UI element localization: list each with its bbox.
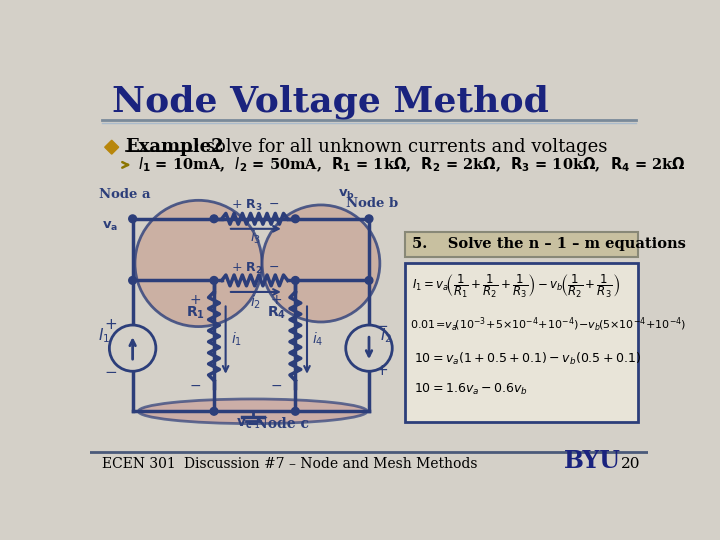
Circle shape (262, 205, 380, 322)
Text: $\mathbf{R_1}$: $\mathbf{R_1}$ (186, 305, 205, 321)
Ellipse shape (138, 399, 367, 423)
Text: $\mathit{i_4}$: $\mathit{i_4}$ (312, 331, 324, 348)
Text: $-$: $-$ (375, 318, 388, 332)
FancyBboxPatch shape (405, 232, 638, 256)
Circle shape (210, 215, 218, 222)
Text: Node c: Node c (255, 417, 309, 430)
Text: : solve for all unknown currents and voltages: : solve for all unknown currents and vol… (194, 138, 607, 156)
FancyBboxPatch shape (405, 262, 638, 422)
Text: Node a: Node a (99, 188, 150, 201)
Text: $+$: $+$ (375, 364, 388, 378)
Text: $+\ \mathbf{R_2}\ -$: $+\ \mathbf{R_2}\ -$ (231, 261, 279, 276)
Text: $+$: $+$ (104, 318, 117, 332)
Text: BYU: BYU (564, 449, 621, 472)
Text: $I_1 = v_a\!\left(\dfrac{1}{R_1}+\dfrac{1}{R_2}+\dfrac{1}{R_3}\right)-v_b\!\left: $I_1 = v_a\!\left(\dfrac{1}{R_1}+\dfrac{… (412, 272, 620, 300)
Text: $-$: $-$ (270, 377, 282, 392)
Text: $10 = 1.6v_a - 0.6v_b$: $10 = 1.6v_a - 0.6v_b$ (414, 382, 528, 397)
Text: $\mathit{i_1}$: $\mathit{i_1}$ (231, 331, 242, 348)
Text: $0.01\!=\!v_a\!\left(10^{-3}\!+\!5{\times}10^{-4}\!+\!10^{-4}\right)\!-\!v_b\!\l: $0.01\!=\!v_a\!\left(10^{-3}\!+\!5{\time… (410, 316, 686, 334)
Text: $\mathit{i_3}$: $\mathit{i_3}$ (251, 228, 261, 246)
Circle shape (292, 276, 300, 284)
Polygon shape (104, 140, 119, 154)
Text: $\mathit{I_2}$: $\mathit{I_2}$ (380, 327, 392, 345)
Text: $+$: $+$ (270, 293, 282, 307)
Text: $-$: $-$ (104, 364, 117, 378)
Text: $\mathbf{\mathit{I}_1}$ = 10mA,  $\mathbf{\mathit{I}_2}$ = 50mA,  $\mathbf{R_1}$: $\mathbf{\mathit{I}_1}$ = 10mA, $\mathbf… (138, 156, 686, 174)
Circle shape (210, 276, 218, 284)
Text: $+\ \mathbf{R_3}\ -$: $+\ \mathbf{R_3}\ -$ (231, 198, 279, 213)
Text: $\mathbf{v_c}$: $\mathbf{v_c}$ (235, 416, 252, 431)
Circle shape (135, 200, 262, 327)
Text: $\mathit{I_1}$: $\mathit{I_1}$ (98, 327, 110, 345)
Text: $\mathbf{v_a}$: $\mathbf{v_a}$ (102, 220, 118, 233)
Circle shape (365, 215, 373, 222)
Text: Discussion #7 – Node and Mesh Methods: Discussion #7 – Node and Mesh Methods (184, 457, 477, 471)
Text: 20: 20 (621, 457, 641, 471)
Text: $\mathbf{R_4}$: $\mathbf{R_4}$ (266, 305, 286, 321)
Text: $-$: $-$ (189, 377, 202, 392)
Text: Node Voltage Method: Node Voltage Method (112, 84, 549, 119)
Circle shape (292, 215, 300, 222)
Circle shape (365, 276, 373, 284)
Text: $10 = v_a(1+0.5+0.1) - v_b(0.5+0.1)$: $10 = v_a(1+0.5+0.1) - v_b(0.5+0.1)$ (414, 351, 641, 367)
Circle shape (129, 215, 137, 222)
Text: $\mathit{i_2}$: $\mathit{i_2}$ (251, 293, 261, 310)
Text: $+$: $+$ (189, 293, 202, 307)
Circle shape (210, 408, 218, 415)
Circle shape (109, 325, 156, 372)
Text: 5.    Solve the n – 1 – m equations: 5. Solve the n – 1 – m equations (412, 237, 685, 251)
Text: Node b: Node b (346, 197, 398, 210)
Circle shape (129, 276, 137, 284)
Text: ECEN 301: ECEN 301 (102, 457, 176, 471)
Circle shape (292, 408, 300, 415)
Circle shape (346, 325, 392, 372)
Text: Example2: Example2 (126, 138, 224, 156)
Text: $\mathbf{v_b}$: $\mathbf{v_b}$ (338, 187, 355, 201)
